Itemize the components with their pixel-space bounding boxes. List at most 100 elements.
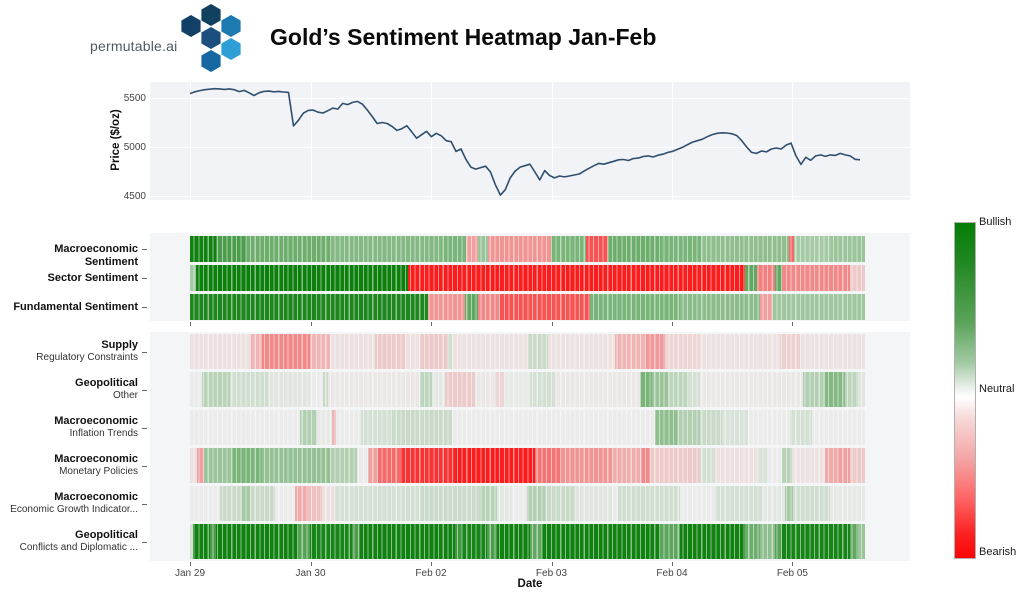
heatmap-cell-segment	[803, 372, 825, 407]
heatmap-cell-segment	[586, 236, 608, 262]
price-gridline-v	[431, 82, 432, 200]
heatmap-cell-segment	[535, 448, 562, 483]
heatmap-cell-segment	[715, 486, 762, 521]
heatmap-cell-segment	[858, 372, 865, 407]
heatmap-cell-segment	[242, 486, 250, 521]
heatmap-cell-segment	[782, 524, 850, 559]
heatmap-cell-segment	[745, 265, 757, 291]
row-label: Macroeconomic Monetary Policies	[0, 453, 138, 478]
heatmap-cell-segment	[825, 448, 838, 483]
sentiment-colorbar	[954, 222, 976, 559]
heatmap-cell-segment	[505, 372, 530, 407]
heatmap-cell-segment	[232, 448, 262, 483]
heatmap-cell-segment	[800, 334, 865, 369]
row-tick-mark	[142, 503, 147, 505]
heatmap-cell-segment	[322, 486, 335, 521]
heatmap-cell-segment	[650, 448, 700, 483]
heatmap-cell-segment	[420, 372, 432, 407]
heatmap-cell-segment	[782, 265, 850, 291]
heatmap-row	[190, 334, 865, 369]
heatmap-cell-segment	[478, 294, 500, 320]
heatmap-cell-segment	[528, 334, 548, 369]
heatmap-row	[190, 294, 865, 320]
heatmap-row	[190, 524, 865, 559]
heatmap-cell-segment	[793, 486, 830, 521]
row-label-subcategory: Monetary Policies	[59, 465, 138, 477]
heatmap-cell-segment	[330, 334, 375, 369]
price-gridline-v	[672, 82, 673, 200]
heatmap-cell-segment	[758, 448, 768, 483]
row-label-category: Macroeconomic	[54, 490, 138, 503]
xaxis-title: Date	[517, 578, 543, 590]
price-line-chart	[189, 87, 861, 196]
colorbar-bullish-label: Bullish	[979, 216, 1012, 228]
heatmap-cell-segment	[360, 524, 455, 559]
heatmap-cell-segment	[845, 372, 858, 407]
axis-tick-mark	[551, 322, 553, 326]
row-tick-mark	[142, 278, 147, 279]
heatmap-cell-segment	[455, 448, 535, 483]
price-gridline-v	[190, 82, 191, 200]
heatmap-cell-segment	[527, 486, 545, 521]
heatmap-cell-segment	[612, 448, 642, 483]
heatmap-cell-segment	[432, 372, 445, 407]
heatmap-cell-segment	[487, 524, 497, 559]
heatmap-cell-segment	[190, 334, 250, 369]
row-tick-mark	[142, 249, 147, 250]
heatmap-cell-segment	[193, 524, 210, 559]
heatmap-cell-segment	[668, 372, 688, 407]
heatmap-cell-segment	[357, 448, 368, 483]
date-label: Jan 30	[295, 568, 326, 579]
heatmap-cell-segment	[772, 294, 865, 320]
heatmap-cell-segment	[652, 372, 668, 407]
heatmap-cell-segment	[462, 524, 487, 559]
heatmap-cell-segment	[391, 410, 452, 445]
colorbar-neutral-label: Neutral	[979, 383, 1015, 395]
heatmap-cell-segment	[190, 448, 197, 483]
axis-tick-mark	[310, 562, 312, 566]
heatmap-cell-segment	[768, 448, 782, 483]
heatmap-cell-segment	[562, 448, 612, 483]
heatmap-cell-segment	[745, 524, 760, 559]
heatmap-cell-segment	[465, 294, 478, 320]
heatmap-cell-segment	[250, 334, 262, 369]
row-label-subcategory: Regulatory Constraints	[36, 351, 138, 363]
heatmap-cell-segment	[551, 236, 586, 262]
heatmap-cell-segment	[608, 236, 661, 262]
heatmap-cell-segment	[700, 448, 715, 483]
row-label-category: Fundamental Sentiment	[13, 301, 138, 313]
heatmap-cell-segment	[545, 486, 575, 521]
heatmap-cell-segment	[850, 524, 858, 559]
heatmap-cell-segment	[275, 486, 295, 521]
heatmap-cell-segment	[298, 524, 310, 559]
heatmap-cell-segment	[420, 334, 448, 369]
heatmap-cell-segment	[665, 334, 700, 369]
date-label: Jan 29	[174, 568, 206, 579]
row-label: Sector Sentiment	[0, 272, 138, 285]
heatmap-cell-segment	[197, 448, 204, 483]
heatmap-cell-segment	[688, 372, 700, 407]
row-label-subcategory: Other	[112, 389, 138, 401]
heatmap-cell-segment	[680, 294, 760, 320]
heatmap-cell-segment	[760, 524, 775, 559]
heatmap-row	[190, 265, 865, 291]
heatmap-row	[190, 410, 865, 445]
axis-tick-mark	[190, 562, 191, 566]
heatmap-row	[190, 486, 865, 521]
row-label-category: Macroeconomic	[54, 452, 138, 465]
heatmap-cell-segment	[428, 294, 465, 320]
heatmap-cell-segment	[575, 486, 612, 521]
heatmap-cell-segment	[268, 372, 310, 407]
ytick-label: 5000	[123, 141, 146, 153]
heatmap-cell-segment	[655, 410, 678, 445]
heatmap-cell-segment	[352, 524, 360, 559]
heatmap-cell-segment	[452, 334, 528, 369]
date-label: Feb 05	[776, 568, 808, 579]
heatmap-cell-segment	[812, 410, 865, 445]
heatmap-cell-segment	[785, 486, 793, 521]
row-label-category: Supply	[101, 338, 138, 351]
heatmap-cell-segment	[512, 486, 527, 521]
heatmap-cell-segment	[500, 294, 590, 320]
heatmap-cell-segment	[530, 372, 555, 407]
heatmap-cell-segment	[375, 334, 405, 369]
